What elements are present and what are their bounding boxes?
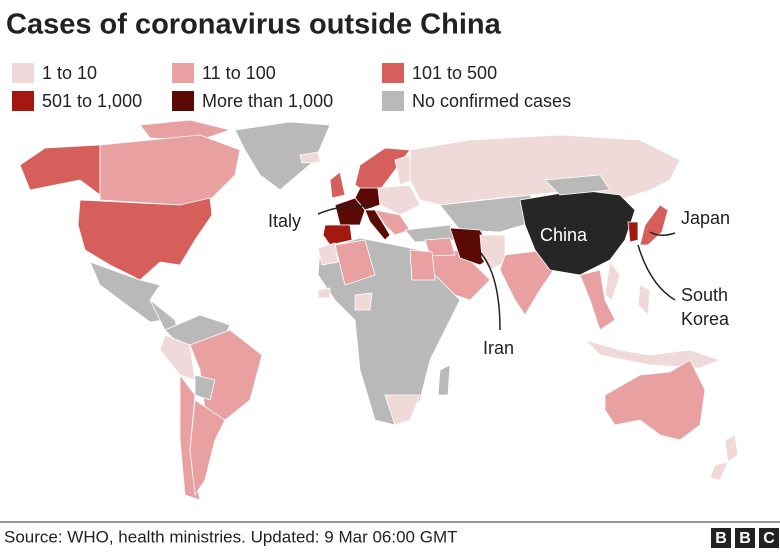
region bbox=[384, 394, 421, 426]
region bbox=[179, 373, 201, 501]
region bbox=[709, 461, 729, 481]
legend: 1 to 10 11 to 100 101 to 500 501 to 1,000 Mo… bbox=[12, 63, 571, 111]
legend-label: 11 to 100 bbox=[202, 63, 276, 83]
region bbox=[19, 144, 101, 196]
label-south-korea: South bbox=[681, 285, 728, 305]
region bbox=[334, 239, 376, 286]
region bbox=[639, 204, 669, 246]
legend-label: No confirmed cases bbox=[412, 91, 571, 111]
region bbox=[159, 334, 196, 381]
region bbox=[409, 249, 436, 281]
region bbox=[99, 134, 241, 211]
region bbox=[724, 434, 739, 463]
bbc-logo: B B C bbox=[711, 528, 779, 548]
label-south-korea: Korea bbox=[681, 309, 730, 329]
region bbox=[439, 194, 541, 233]
legend-swatch bbox=[12, 63, 34, 83]
label-italy: Italy bbox=[268, 211, 301, 231]
region bbox=[189, 399, 226, 497]
leader-line bbox=[317, 205, 373, 215]
legend-label: 1 to 10 bbox=[42, 63, 97, 83]
world-map bbox=[19, 119, 739, 501]
legend-swatch bbox=[172, 91, 194, 111]
legend-swatch bbox=[12, 91, 34, 111]
china-region bbox=[519, 189, 636, 276]
region bbox=[139, 119, 232, 141]
region bbox=[394, 154, 413, 186]
logo-letter: C bbox=[763, 530, 775, 547]
label-iran: Iran bbox=[483, 338, 514, 358]
legend-swatch bbox=[382, 63, 404, 83]
legend-swatch bbox=[172, 63, 194, 83]
legend-label: More than 1,000 bbox=[202, 91, 333, 111]
region bbox=[354, 187, 381, 211]
label-japan: Japan bbox=[681, 208, 730, 228]
logo-letter: B bbox=[715, 530, 727, 547]
logo-box bbox=[759, 528, 779, 548]
region bbox=[194, 374, 216, 401]
leader-line bbox=[479, 251, 501, 331]
title: Cases of coronavirus outside China bbox=[6, 9, 502, 41]
region bbox=[334, 197, 366, 226]
region bbox=[329, 171, 346, 199]
leader-line bbox=[637, 244, 676, 301]
leader-lines bbox=[317, 205, 676, 331]
label-china: China bbox=[540, 225, 588, 245]
region bbox=[627, 221, 639, 243]
region bbox=[409, 134, 681, 206]
region bbox=[377, 184, 421, 216]
region bbox=[424, 237, 456, 257]
region bbox=[604, 261, 621, 301]
region bbox=[583, 339, 722, 369]
region bbox=[234, 121, 331, 191]
region bbox=[322, 224, 353, 246]
source: Source: WHO, health ministries. Updated:… bbox=[4, 527, 458, 546]
region bbox=[299, 151, 321, 164]
legend-swatch bbox=[382, 91, 404, 111]
region bbox=[544, 174, 611, 196]
logo-box bbox=[711, 528, 731, 548]
region bbox=[479, 234, 506, 271]
region bbox=[637, 284, 651, 316]
region bbox=[364, 209, 391, 241]
logo-letter: B bbox=[739, 530, 751, 547]
legend-label: 101 to 500 bbox=[412, 63, 497, 83]
leader-line bbox=[649, 231, 676, 236]
region bbox=[354, 292, 373, 311]
logo-box bbox=[735, 528, 755, 548]
region bbox=[604, 359, 706, 441]
region bbox=[317, 287, 331, 299]
region bbox=[374, 209, 411, 236]
region bbox=[77, 197, 213, 281]
region bbox=[437, 364, 451, 396]
region bbox=[317, 242, 339, 266]
region bbox=[579, 269, 616, 331]
legend-label: 501 to 1,000 bbox=[42, 91, 142, 111]
